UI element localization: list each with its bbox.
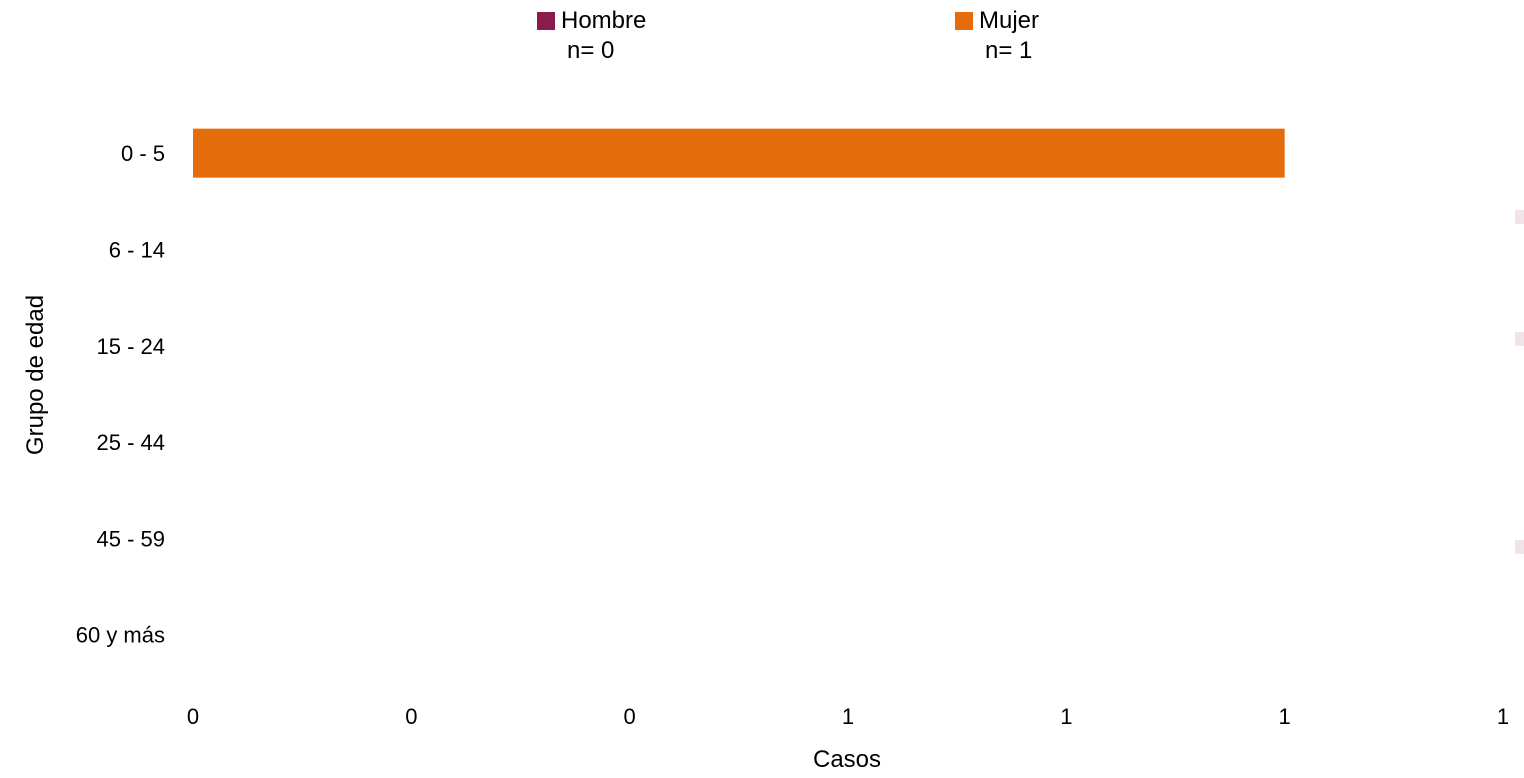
edge-decoration xyxy=(1515,332,1524,346)
legend-label-hombre: Hombre xyxy=(561,7,647,34)
y-tick-label: 60 y más xyxy=(76,623,165,648)
y-axis-title: Grupo de edad xyxy=(22,294,49,456)
x-tick-label: 1 xyxy=(1497,704,1509,729)
y-tick-label: 45 - 59 xyxy=(97,526,166,551)
edge-decoration xyxy=(1515,210,1524,224)
bar-mujer xyxy=(193,128,1285,178)
x-tick-label: 0 xyxy=(187,704,199,729)
legend-swatch-hombre xyxy=(537,12,555,30)
legend-mujer: Mujer n= 1 xyxy=(955,6,1039,66)
x-tick-label: 0 xyxy=(405,704,417,729)
x-tick-label: 1 xyxy=(842,704,854,729)
x-tick-label: 1 xyxy=(1279,704,1291,729)
legend-count-hombre: n= 0 xyxy=(567,37,615,64)
y-tick-label: 6 - 14 xyxy=(109,237,165,262)
x-tick-label: 0 xyxy=(624,704,636,729)
y-tick-label: 0 - 5 xyxy=(121,141,165,166)
y-tick-label: 25 - 44 xyxy=(97,430,166,455)
x-tick-label: 1 xyxy=(1060,704,1072,729)
edge-decoration xyxy=(1515,540,1524,554)
y-tick-label: 15 - 24 xyxy=(97,334,166,359)
legend-hombre: Hombre n= 0 xyxy=(537,6,646,66)
x-axis-title: Casos xyxy=(812,746,882,773)
legend-swatch-mujer xyxy=(955,12,973,30)
legend-count-mujer: n= 1 xyxy=(985,37,1033,64)
legend-label-mujer: Mujer xyxy=(979,7,1040,34)
